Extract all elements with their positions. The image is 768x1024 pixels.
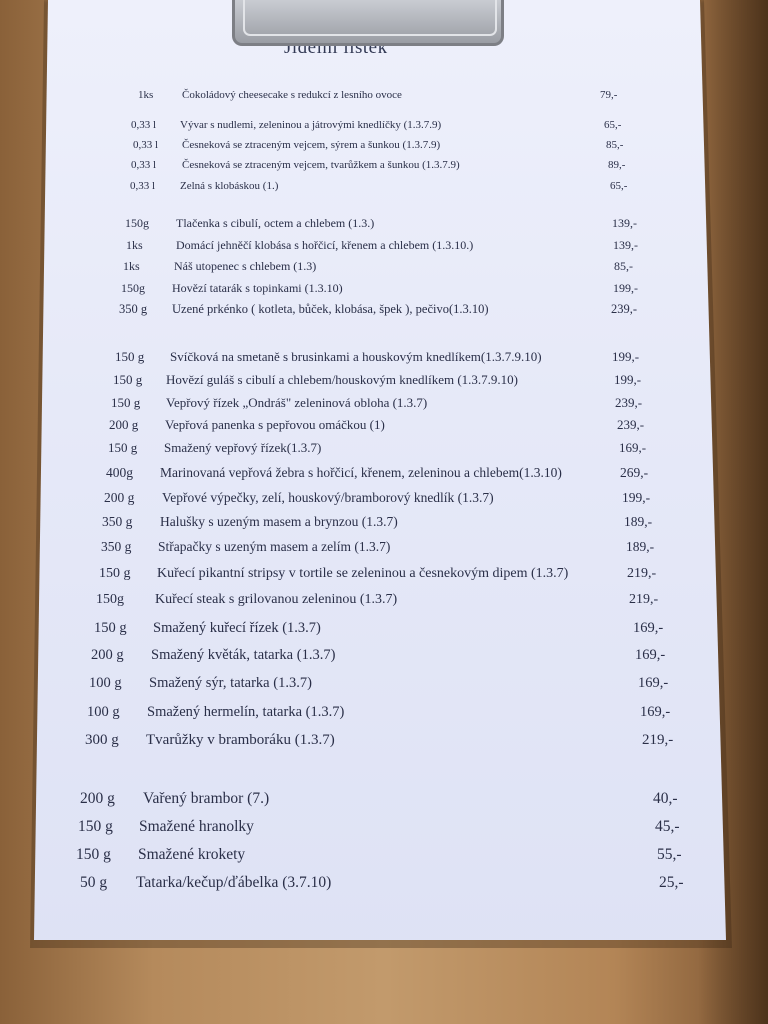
menu-item-price: 189,- [626,539,655,554]
menu-item-price: 89,- [608,159,626,171]
menu-item-price: 65,- [610,180,628,192]
menu-item-name: Svíčková na smetaně s brusinkami a housk… [170,349,542,364]
menu-item-name: Marinovaná vepřová žebra s hořčicí, křen… [160,465,562,480]
menu-item-quantity: 200 g [80,790,115,807]
menu-item-name: Hovězí guláš s cibulí a chlebem/houskový… [166,372,519,387]
menu-item-name: Smažený sýr, tatarka (1.3.7) [149,675,312,691]
menu-item-price: 85,- [614,259,633,273]
menu-item-quantity: 200 g [104,490,135,505]
menu-item-quantity: 150 g [108,440,138,455]
menu-item-price: 169,- [640,704,671,720]
menu-item-price: 139,- [612,216,637,230]
menu-item-name: Smažený květák, tatarka (1.3.7) [151,647,336,663]
menu-item-quantity: 0,33 l [131,159,157,171]
menu-item-name: Smažené krokety [138,846,246,863]
menu-item-name: Smažený vepřový řízek(1.3.7) [164,440,322,455]
menu-item-quantity: 50 g [80,874,108,891]
menu-item-quantity: 150 g [94,620,127,636]
menu-item-quantity: 350 g [102,514,133,529]
menu-item-name: Tlačenka s cibulí, octem a chlebem (1.3.… [176,216,375,230]
menu-item-price: 239,- [617,417,645,432]
menu-item-price: 269,- [620,465,649,480]
menu-item-quantity: 1ks [123,259,140,273]
menu-item-price: 169,- [633,620,664,636]
menu-item-name: Vývar s nudlemi, zeleninou a játrovými k… [180,119,442,131]
menu-item-quantity: 0,33 l [133,139,159,151]
clipboard-clip [232,0,504,46]
menu-item-quantity: 200 g [91,647,124,663]
menu-item-price: 219,- [642,732,674,748]
menu-item-quantity: 300 g [85,732,119,748]
menu-item-name: Halušky s uzeným masem a brynzou (1.3.7) [160,514,398,529]
menu-item-price: 139,- [613,238,638,252]
menu-item-price: 219,- [627,566,657,581]
menu-item-price: 239,- [615,395,643,410]
menu-item-name: Smažený kuřecí řízek (1.3.7) [153,620,321,636]
menu-item-name: Tvarůžky v bramboráku (1.3.7) [146,732,335,748]
menu-item-price: 25,- [659,874,684,891]
menu-item-price: 199,- [622,490,651,505]
menu-item-quantity: 150 g [76,846,111,863]
menu-item-quantity: 0,33 l [131,119,157,131]
menu-item-price: 219,- [629,592,659,607]
menu-item-price: 169,- [635,647,666,663]
menu-item-quantity: 100 g [87,704,120,720]
menu-item-name: Tatarka/kečup/ďábelka (3.7.10) [136,874,332,891]
menu-item-quantity: 150g [121,281,145,295]
menu-item-name: Smažený hermelín, tatarka (1.3.7) [147,704,345,720]
menu-item-name: Domácí jehněčí klobása s hořčicí, křenem… [176,238,474,252]
menu-item-name: Hovězí tatarák s topinkami (1.3.10) [172,281,343,295]
menu-item-quantity: 150 g [111,395,141,410]
menu-item-name: Uzené prkénko ( kotleta, bůček, klobása,… [172,302,489,316]
menu-item-quantity: 0,33 l [130,180,156,192]
menu-item-name: Střapačky s uzeným masem a zelím (1.3.7) [158,539,391,554]
menu-item-quantity: 100 g [89,675,122,691]
menu-item-name: Vepřové výpečky, zelí, houskový/bramboro… [162,490,494,505]
menu-item-name: Zelná s klobáskou (1.) [180,180,279,192]
menu-item-quantity: 350 g [119,302,148,316]
menu-item-quantity: 1ks [138,89,154,101]
menu-item-name: Náš utopenec s chlebem (1.3) [174,259,317,273]
menu-item-name: Vepřový řízek „Ondráš" zeleninová obloha… [166,395,428,410]
clip-wire [243,0,497,36]
menu-item-quantity: 150 g [78,818,113,835]
menu-item-name: Čokoládový cheesecake s redukcí z lesníh… [182,89,402,101]
menu-item-price: 189,- [624,514,653,529]
menu-item-quantity: 350 g [101,539,132,554]
menu-item-name: Kuřecí pikantní stripsy v tortile se zel… [157,566,569,581]
menu-item-quantity: 150 g [115,349,145,364]
menu-item-price: 199,- [614,372,642,387]
menu-item-quantity: 1ks [126,238,143,252]
menu-item-price: 169,- [619,440,647,455]
menu-item-name: Česneková se ztraceným vejcem, sýrem a š… [182,139,441,151]
menu-item-name: Vepřová panenka s pepřovou omáčkou (1) [165,417,385,432]
menu-item-price: 169,- [638,675,669,691]
menu-item-price: 45,- [655,818,680,835]
menu-item-quantity: 200 g [109,417,139,432]
menu-item-price: 40,- [653,790,678,807]
menu-item-quantity: 150g [125,216,149,230]
menu-item-price: 199,- [612,349,640,364]
menu-item-price: 85,- [606,139,624,151]
menu-item-quantity: 150 g [113,372,143,387]
menu-item-name: Kuřecí steak s grilovanou zeleninou (1.3… [155,592,398,607]
menu-item-price: 79,- [600,89,618,101]
menu-item-quantity: 150g [96,592,124,607]
menu-item-name: Smažené hranolky [139,818,254,835]
menu-item-name: Vařený brambor (7.) [143,790,270,807]
menu-item-price: 239,- [611,302,638,316]
menu-item-quantity: 400g [106,465,133,480]
menu-item-price: 199,- [613,281,638,295]
menu-item-quantity: 150 g [99,566,131,581]
menu-item-price: 65,- [604,119,622,131]
menu-item-name: Česneková se ztraceným vejcem, tvarůžkem… [182,159,460,171]
menu-item-price: 55,- [657,846,682,863]
